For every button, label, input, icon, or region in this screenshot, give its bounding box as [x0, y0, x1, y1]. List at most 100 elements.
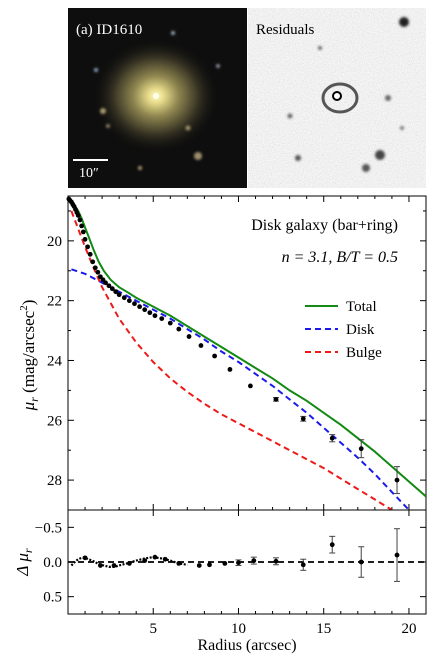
data-point: [358, 446, 364, 452]
residual-x-ticks: 5 10 15 20: [84, 510, 427, 637]
main-y-ticks: 20 22 24 26 28: [47, 210, 426, 511]
residual-y-axis-label: Δ μr: [13, 548, 35, 576]
residual-ring: [321, 82, 359, 114]
ylabel-subscript: r: [27, 397, 41, 402]
x-axis-label: Radius (arcsec): [197, 637, 296, 654]
data-point: [126, 298, 132, 304]
data-point: [92, 265, 98, 271]
residual-point: [222, 560, 228, 566]
residual-point: [300, 562, 306, 568]
data-point: [87, 251, 93, 257]
main-y-axis-label: μr (mag/arcsec2): [18, 300, 41, 412]
annotation-params: n = 3.1, B/T = 0.5: [282, 249, 398, 266]
res-y-tick-label: 0.0: [43, 555, 62, 571]
y-tick-label: 28: [47, 473, 62, 489]
residual-ylabel-subscript: r: [21, 548, 35, 553]
surface-brightness-plot: 20 22 24 26 28 Disk galaxy (bar+ring) n = 3.…: [18, 195, 427, 511]
data-point: [394, 477, 400, 483]
residual-point: [162, 556, 168, 562]
x-tick-label: 10: [231, 621, 246, 637]
data-point: [95, 269, 101, 275]
galaxy-image-panel: 10″ (a) ID1610 Residuals: [68, 8, 426, 188]
ylabel-superscript: 2: [18, 305, 30, 311]
x-tick-label: 15: [316, 621, 331, 637]
y-tick-label: 24: [47, 353, 63, 369]
scale-label: 10″: [79, 166, 99, 181]
data-point: [167, 320, 173, 326]
data-point: [300, 416, 306, 422]
data-point: [198, 343, 204, 348]
residual-sources: [287, 17, 409, 172]
data-point: [159, 316, 165, 322]
y-tick-label: 20: [47, 234, 62, 250]
res-y-tick-label: 0.5: [43, 590, 62, 606]
data-point: [75, 213, 81, 218]
data-point: [77, 217, 83, 223]
ylabel-symbol: μ: [19, 402, 38, 412]
series-line-total: [70, 201, 426, 498]
residual-points: [82, 528, 401, 582]
data-point: [142, 307, 148, 313]
residual-point: [196, 563, 202, 568]
data-point: [82, 236, 88, 242]
image-panel-graphic: 10″ (a) ID1610 Residuals: [68, 8, 426, 188]
main-x-ticks: [84, 196, 427, 510]
legend-label-total: Total: [346, 299, 377, 315]
residual-plot: −0.5 0.0 0.5 5 10 15 20 Δ μr Radius (arcsec): [13, 509, 427, 654]
data-point: [152, 313, 158, 319]
observed-profile-points: [66, 196, 401, 495]
galaxy-core: [153, 93, 159, 99]
residuals-label: Residuals: [256, 22, 314, 38]
x-tick-label: 20: [401, 621, 416, 637]
legend-label-bulge: Bulge: [346, 345, 382, 361]
legend: Total Disk Bulge: [305, 299, 382, 361]
data-point: [121, 295, 127, 301]
residual-point: [111, 563, 117, 568]
series-line-disk: [71, 268, 410, 510]
data-point: [329, 435, 335, 441]
data-point: [176, 326, 182, 332]
residual-point: [358, 559, 364, 565]
residual-point: [126, 560, 132, 566]
data-point: [80, 229, 86, 235]
data-point: [113, 289, 119, 295]
data-point: [273, 396, 279, 402]
data-point: [248, 383, 253, 389]
data-point: [137, 304, 143, 310]
series-line-bulge: [70, 210, 393, 510]
data-point: [186, 334, 192, 339]
galaxy-label: (a) ID1610: [76, 22, 142, 38]
residual-point: [273, 558, 279, 564]
data-point: [116, 292, 122, 298]
data-point: [79, 223, 85, 229]
residual-point: [329, 542, 335, 548]
data-point: [90, 259, 96, 265]
data-point: [132, 301, 137, 307]
data-point: [109, 286, 115, 292]
ylabel-close: ): [19, 300, 38, 306]
residual-point: [152, 554, 158, 560]
legend-label-disk: Disk: [346, 322, 375, 338]
residual-point: [142, 558, 148, 564]
residual-point: [251, 558, 257, 564]
data-point: [147, 310, 153, 316]
y-tick-label: 22: [47, 294, 62, 310]
residual-point: [236, 560, 241, 566]
res-y-tick-label: −0.5: [35, 520, 62, 536]
x-tick-label: 5: [149, 621, 157, 637]
residual-point: [82, 555, 88, 561]
residual-ylabel-symbol: Δ μ: [13, 553, 32, 576]
residual-point: [97, 563, 103, 568]
data-point: [85, 244, 91, 250]
ylabel-units: (mag/arcsec: [19, 310, 38, 397]
model-curves: [70, 201, 426, 510]
residual-point: [394, 552, 400, 558]
data-point: [212, 353, 218, 359]
background-sources: [94, 31, 220, 170]
data-point: [106, 283, 112, 289]
annotation-title: Disk galaxy (bar+ring): [251, 217, 398, 234]
data-point: [227, 367, 233, 372]
residual-y-ticks: −0.5 0.0 0.5: [35, 520, 426, 606]
data-point: [103, 280, 108, 286]
